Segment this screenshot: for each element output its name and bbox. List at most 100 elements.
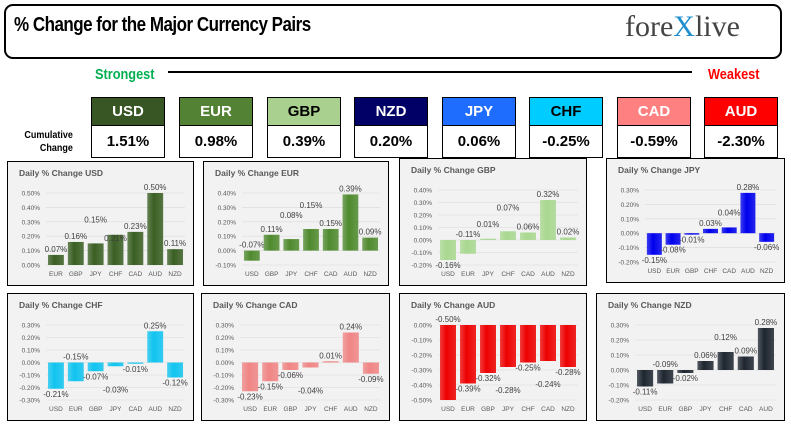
data-label: -0.06% <box>278 371 303 380</box>
bar-aud <box>147 193 164 265</box>
bar-nzd <box>167 249 184 265</box>
x-tick-label: CAD <box>324 271 338 278</box>
data-label: 0.02% <box>557 228 580 237</box>
cumulative-label-line1: Cumulative <box>24 130 73 141</box>
bar-chf <box>322 361 339 363</box>
y-tick-label: -0.10% <box>411 338 432 345</box>
data-label: -0.08% <box>660 246 685 255</box>
y-tick-label: 0.10% <box>218 234 237 241</box>
x-tick-label: CAD <box>521 271 535 278</box>
bar-aud <box>740 192 756 234</box>
currency-name: GBP <box>268 98 340 126</box>
bar-cad <box>721 227 737 234</box>
bar-nzd <box>362 237 379 251</box>
x-tick-label: AUD <box>148 406 162 413</box>
x-tick-label: CHF <box>719 406 732 413</box>
currency-box-chf: CHF -0.25% <box>529 97 603 158</box>
data-label: -0.11% <box>633 388 658 397</box>
forexlive-logo: foreXlive <box>625 10 740 43</box>
y-tick-label: 0.20% <box>216 335 235 342</box>
y-tick-label: 0.00% <box>216 360 235 367</box>
y-tick-label: 0.20% <box>218 219 237 226</box>
y-tick-label: 0.10% <box>22 248 41 255</box>
x-tick-label: EUR <box>461 271 475 278</box>
y-tick-label: 0.10% <box>621 216 640 223</box>
data-label: -0.09% <box>358 375 383 384</box>
data-label: -0.15% <box>258 382 283 391</box>
bar-cad <box>540 325 556 361</box>
x-tick-label: CHF <box>501 271 514 278</box>
data-label: 0.39% <box>339 184 362 193</box>
data-label: 0.21% <box>104 234 127 243</box>
y-tick-label: 0.00% <box>22 360 41 367</box>
cumulative-value: 0.39% <box>268 126 340 157</box>
y-tick-label: 0.00% <box>218 248 237 255</box>
cumulative-label-line2: Change <box>39 143 73 154</box>
bar-jpy <box>480 238 496 240</box>
data-label: -0.01% <box>679 236 704 245</box>
data-label: -0.15% <box>642 256 667 265</box>
bar-usd <box>242 362 259 392</box>
bar-aud <box>540 200 556 240</box>
x-tick-label: CHF <box>109 271 122 278</box>
chart-title: Daily % Change AUD <box>411 300 495 310</box>
data-label: -0.32% <box>475 374 500 383</box>
currency-box-eur: EUR 0.98% <box>179 97 253 158</box>
bar-usd <box>440 240 456 260</box>
currency-box-nzd: NZD 0.20% <box>354 97 428 158</box>
y-tick-label: -0.10% <box>213 373 234 380</box>
y-tick-label: 0.30% <box>611 323 630 330</box>
y-tick-label: -0.10% <box>608 383 629 390</box>
y-tick-label: 0.20% <box>22 234 41 241</box>
bar-gbp <box>67 241 84 265</box>
x-tick-label: GBP <box>481 406 495 413</box>
bar-cad <box>127 362 144 364</box>
currency-box-cad: CAD -0.59% <box>617 97 691 158</box>
x-tick-label: JPY <box>700 406 713 413</box>
currency-name: JPY <box>443 98 515 126</box>
y-tick-label: -0.10% <box>411 250 432 257</box>
bar-usd <box>646 233 662 255</box>
x-tick-label: CHF <box>304 271 317 278</box>
x-tick-label: CAD <box>128 271 142 278</box>
y-tick-label: -0.40% <box>411 383 432 390</box>
x-tick-label: EUR <box>658 406 672 413</box>
cumulative-value: 0.20% <box>355 126 427 157</box>
y-tick-label: -0.10% <box>215 263 236 270</box>
y-tick-label: 0.00% <box>414 323 433 330</box>
currency-box-jpy: JPY 0.06% <box>442 97 516 158</box>
y-tick-label: -0.10% <box>19 373 40 380</box>
strength-scale-line <box>168 71 692 73</box>
data-label: 0.11% <box>164 239 186 248</box>
data-label: 0.09% <box>734 347 757 356</box>
y-tick-label: 0.00% <box>611 368 630 375</box>
y-tick-label: -0.20% <box>411 263 432 270</box>
currency-name: NZD <box>355 98 427 126</box>
y-tick-label: 0.40% <box>22 205 41 212</box>
x-tick-label: USD <box>647 268 661 275</box>
chart-title: Daily % Change GBP <box>411 165 496 175</box>
data-label: -0.12% <box>162 379 187 388</box>
chart-title: Daily % Change CHF <box>19 300 103 310</box>
x-tick-label: NZD <box>760 268 774 275</box>
x-tick-label: USD <box>49 406 63 413</box>
x-tick-label: GBP <box>283 406 297 413</box>
data-label: -0.02% <box>673 374 698 383</box>
x-tick-label: EUR <box>49 271 63 278</box>
x-tick-label: CAD <box>739 406 753 413</box>
data-label: -0.09% <box>653 360 678 369</box>
bar-eur <box>47 254 64 265</box>
y-tick-label: -0.30% <box>411 368 432 375</box>
bar-chf <box>303 229 319 251</box>
x-tick-label: CAD <box>128 406 142 413</box>
y-tick-label: -0.30% <box>19 398 40 405</box>
chart-usd: Daily % Change USD 0.00% 0.10% 0.20% 0.30% 0.… <box>7 161 194 286</box>
data-label: -0.11% <box>456 230 481 239</box>
y-tick-label: 0.00% <box>621 231 640 238</box>
bar-aud <box>757 328 774 370</box>
bar-nzd <box>560 325 576 367</box>
bar-eur <box>262 362 279 382</box>
bar-gbp <box>263 234 280 251</box>
x-tick-label: CHF <box>704 268 717 275</box>
x-tick-label: GBP <box>685 268 699 275</box>
